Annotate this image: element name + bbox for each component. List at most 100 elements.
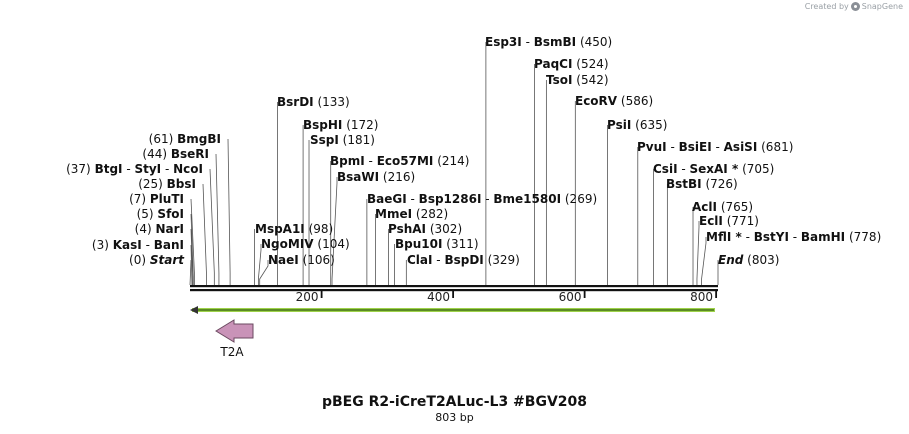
site-label[interactable]: BstBI (726) <box>666 177 738 191</box>
ruler-tick-label: 600 <box>559 290 582 304</box>
enzyme-name: SexAI * <box>690 162 739 176</box>
snapgene-branding: Created by SnapGene <box>805 2 903 11</box>
site-leader-line <box>190 228 194 285</box>
enzyme-name: BstBI <box>666 177 702 191</box>
name-separator: - <box>432 253 444 267</box>
enzyme-name: AclI <box>692 200 717 214</box>
site-label[interactable]: BspHI (172) <box>303 118 379 132</box>
site-label[interactable]: (5) SfoI <box>137 207 184 221</box>
site-label[interactable]: Esp3I - BsmBI (450) <box>485 35 612 49</box>
ruler-tick-label: 400 <box>427 290 450 304</box>
enzyme-name: AsiSI <box>724 140 758 154</box>
site-label[interactable]: End (803) <box>718 253 779 267</box>
site-label[interactable]: (3) KasI - BanI <box>92 238 184 252</box>
site-position: (61) <box>149 132 174 146</box>
enzyme-name: PvuI <box>637 140 667 154</box>
site-label[interactable]: MmeI (282) <box>375 207 448 221</box>
enzyme-name: Esp3I <box>485 35 522 49</box>
site-label[interactable]: PvuI - BsiEI - AsiSI (681) <box>637 140 793 154</box>
enzyme-name: BtgI <box>95 162 123 176</box>
site-label[interactable]: NgoMIV (104) <box>261 237 350 251</box>
site-label[interactable]: Bpu10I (311) <box>395 237 479 251</box>
enzyme-name: BsaWI <box>337 170 379 184</box>
site-label[interactable]: BpmI - Eco57MI (214) <box>330 154 469 168</box>
site-position: (311) <box>446 237 478 251</box>
feature-arrow-icon <box>215 319 254 343</box>
site-position: (329) <box>488 253 520 267</box>
name-separator: - <box>142 238 154 252</box>
site-label[interactable]: (7) PluTI <box>129 192 184 206</box>
site-label[interactable]: MflI * - BstYI - BamHI (778) <box>706 230 881 244</box>
site-label[interactable]: EcoRV (586) <box>575 94 653 108</box>
site-labels: (0) Start(3) KasI - BanI (4) NarI(5) SfoI… <box>66 35 881 267</box>
site-position: (4) <box>135 222 152 236</box>
name-separator: - <box>407 192 419 206</box>
site-leader-line <box>190 244 193 286</box>
primer-arrow-icon <box>190 306 198 314</box>
name-separator: - <box>667 140 679 154</box>
enzyme-name: BbsI <box>167 177 196 191</box>
site-position: (25) <box>138 177 163 191</box>
enzyme-name: MspA1I <box>255 222 305 236</box>
enzyme-name: BspDI <box>444 253 483 267</box>
site-label[interactable]: PsiI (635) <box>607 118 667 132</box>
site-position: (0) <box>129 253 146 267</box>
site-position: (216) <box>383 170 415 184</box>
backbone-bottom-strand <box>190 289 718 292</box>
ruler-tick <box>452 291 455 298</box>
site-label[interactable]: EclI (771) <box>699 214 759 228</box>
site-label[interactable]: TsoI (542) <box>546 73 609 87</box>
primer-bar-line <box>198 309 714 311</box>
enzyme-name: PshAI <box>388 222 426 236</box>
site-label[interactable]: NaeI (106) <box>268 253 335 267</box>
site-label[interactable]: (25) BbsI <box>138 177 196 191</box>
ruler-ticks: 200 400 600 800 <box>296 290 718 304</box>
site-label[interactable]: BsaWI (216) <box>337 170 415 184</box>
primer-bar[interactable] <box>190 306 715 314</box>
site-label[interactable]: PaqCI (524) <box>534 57 609 71</box>
name-separator: - <box>712 140 724 154</box>
enzyme-name: Bpu10I <box>395 237 442 251</box>
site-label[interactable]: (61) BmgBI <box>149 132 221 146</box>
enzyme-name: ClaI <box>407 253 432 267</box>
name-separator: - <box>365 154 377 168</box>
enzyme-name: EcoRV <box>575 94 618 108</box>
site-label[interactable]: BaeGI - Bsp1286I - Bme1580I (269) <box>367 192 597 206</box>
site-label[interactable]: (4) NarI <box>135 222 184 236</box>
site-leader-line <box>189 259 192 286</box>
enzyme-name: SfoI <box>157 207 184 221</box>
site-leader-lines <box>189 42 719 286</box>
site-label[interactable]: (44) BseRI <box>142 147 209 161</box>
site-label[interactable]: MspA1I (98) <box>255 222 333 236</box>
enzyme-name: PsiI <box>607 118 631 132</box>
site-leader-line <box>209 168 215 285</box>
site-label[interactable]: ClaI - BspDI (329) <box>407 253 520 267</box>
site-label[interactable]: AclI (765) <box>692 200 753 214</box>
enzyme-name: BspHI <box>303 118 342 132</box>
site-position: (98) <box>309 222 334 236</box>
site-position: (681) <box>761 140 793 154</box>
ruler-tick <box>583 291 586 298</box>
site-label[interactable]: (0) Start <box>129 253 185 267</box>
name-separator: - <box>481 192 493 206</box>
enzyme-name: Start <box>150 253 185 267</box>
site-label[interactable]: PshAI (302) <box>388 222 462 236</box>
name-separator: - <box>522 35 534 49</box>
site-position: (765) <box>721 200 753 214</box>
branding-name: SnapGene <box>861 2 903 11</box>
enzyme-name: KasI <box>113 238 142 252</box>
site-position: (282) <box>416 207 448 221</box>
site-position: (5) <box>137 207 154 221</box>
enzyme-name: BsiEI <box>679 140 712 154</box>
site-leader-line <box>227 138 231 285</box>
site-label[interactable]: (37) BtgI - StyI - NcoI <box>66 162 203 176</box>
ruler-tick <box>715 291 718 298</box>
feature-t2a[interactable]: T2A <box>215 319 254 359</box>
site-label[interactable]: BsrDI (133) <box>277 95 350 109</box>
site-leader-line <box>190 198 196 285</box>
site-position: (181) <box>343 133 375 147</box>
enzyme-name: Eco57MI <box>377 154 434 168</box>
site-label[interactable]: CsiI - SexAI * (705) <box>653 162 774 176</box>
site-label[interactable]: SspI (181) <box>310 133 375 147</box>
